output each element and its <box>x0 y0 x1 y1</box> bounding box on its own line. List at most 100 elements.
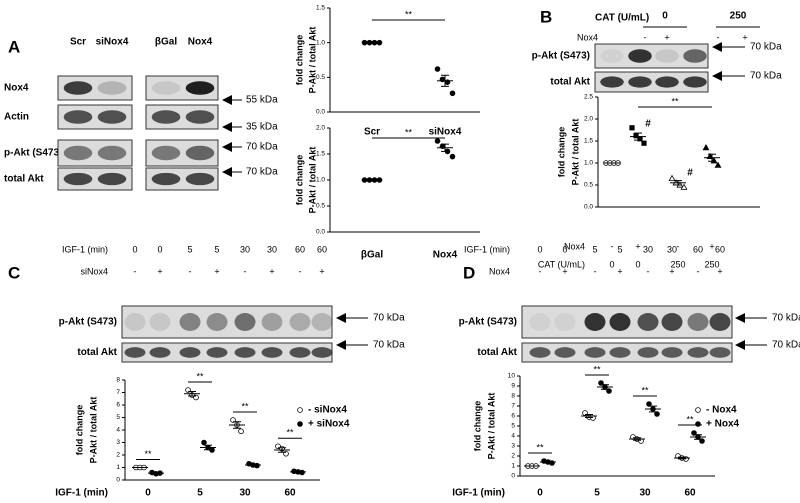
data-point <box>710 157 718 164</box>
band <box>63 110 93 124</box>
band <box>683 49 707 63</box>
data-point <box>668 174 676 182</box>
band <box>687 313 709 331</box>
band <box>584 313 606 331</box>
data-point <box>702 143 710 151</box>
data-point <box>449 153 456 160</box>
data-point <box>714 161 722 168</box>
row-value: - <box>134 266 137 276</box>
x-tick-label: 60 <box>684 488 696 499</box>
band <box>655 76 679 88</box>
y-tick-label: 2.0 <box>584 116 593 123</box>
data-point <box>680 183 688 190</box>
y-tick-label: 6 <box>511 413 515 420</box>
legend-marker <box>695 421 701 427</box>
row-value: + <box>664 32 669 42</box>
header-value: 0 <box>662 11 668 22</box>
header-label: CAT (U/mL) <box>595 13 649 24</box>
band <box>600 76 624 88</box>
y-tick-label: 5 <box>511 423 515 430</box>
y-tick-label: 2 <box>116 452 120 459</box>
y-axis-label: fold change <box>556 127 566 178</box>
size-marker: 70 kDa <box>750 71 782 82</box>
band <box>206 313 228 331</box>
band <box>151 81 181 95</box>
band <box>234 347 256 358</box>
band <box>97 145 127 161</box>
legend-marker <box>297 407 303 413</box>
band <box>554 347 576 358</box>
y-axis-label: P-Akt / total Akt <box>307 27 317 94</box>
x-tick-label: 5 <box>197 488 203 499</box>
arrow-head <box>712 42 722 52</box>
x-tick-label: - <box>677 241 680 251</box>
y-tick-label: 5 <box>116 414 120 421</box>
band <box>311 347 333 358</box>
y-axis-label: fold change <box>472 401 482 452</box>
band <box>185 172 215 186</box>
y-tick-label: 0 <box>116 477 120 484</box>
row-label: Actin <box>4 112 29 123</box>
x-tick-label: + <box>635 241 640 251</box>
y-tick-label: 0.0 <box>584 204 593 211</box>
header-label: IGF-1 (min) <box>62 244 108 254</box>
size-marker: 70 kDa <box>246 142 278 153</box>
x-tick-label: 250 <box>670 259 685 269</box>
row-value: + <box>717 266 722 276</box>
x-tick-label: 0 <box>609 259 614 269</box>
x-tick-label: 250 <box>704 259 719 269</box>
data-point <box>434 66 441 72</box>
band <box>628 76 652 88</box>
y-tick-label: 1.0 <box>584 160 593 167</box>
band <box>609 313 631 331</box>
data-point <box>230 417 236 423</box>
band <box>149 347 171 358</box>
significance-label: ** <box>241 401 249 411</box>
row-value: - <box>697 266 700 276</box>
row-label: total Akt <box>4 174 44 185</box>
row-value: + <box>742 32 747 42</box>
legend-marker <box>297 421 303 427</box>
y-axis-label: fold change <box>294 35 304 86</box>
header-value: 30 <box>267 244 277 254</box>
band <box>151 172 181 186</box>
row-label: p-Akt (S473) <box>459 317 517 328</box>
panel-label: C <box>8 263 20 282</box>
data-point <box>201 439 207 446</box>
header-value: 60 <box>295 244 305 254</box>
band <box>185 110 215 124</box>
panel-label: A <box>8 37 20 56</box>
row-value: + <box>562 266 567 276</box>
band <box>709 347 731 358</box>
band <box>655 49 679 63</box>
band <box>554 313 576 331</box>
header-value: 60 <box>693 244 703 254</box>
y-tick-label: 0 <box>511 473 515 480</box>
band <box>661 313 683 331</box>
y-tick-label: 7 <box>511 403 515 410</box>
x-tick-label: siNox4 <box>429 127 462 138</box>
y-tick-label: 3 <box>116 439 120 446</box>
band <box>151 145 181 161</box>
legend-label: + Nox4 <box>706 419 740 430</box>
arrow-head <box>712 71 722 81</box>
row-label: Nox4 <box>577 32 598 42</box>
x-tick-label: 30 <box>639 488 651 499</box>
panel-label: B <box>540 7 552 26</box>
band <box>261 347 283 358</box>
row-value: - <box>644 32 647 42</box>
significance-label: ** <box>671 96 679 106</box>
y-tick-label: 2 <box>511 453 515 460</box>
row-label: total Akt <box>550 77 590 88</box>
row-value: + <box>269 266 274 276</box>
band <box>97 110 127 124</box>
band <box>311 313 333 331</box>
arrow-head <box>735 340 745 350</box>
x-tick-label: 5 <box>594 488 600 499</box>
size-marker: 70 kDa <box>750 42 782 53</box>
header-value: 5 <box>214 244 219 254</box>
header-value: 5 <box>617 244 622 254</box>
y-tick-label: 1 <box>116 464 120 471</box>
y-axis-label: P-Akt / total Akt <box>88 397 98 464</box>
